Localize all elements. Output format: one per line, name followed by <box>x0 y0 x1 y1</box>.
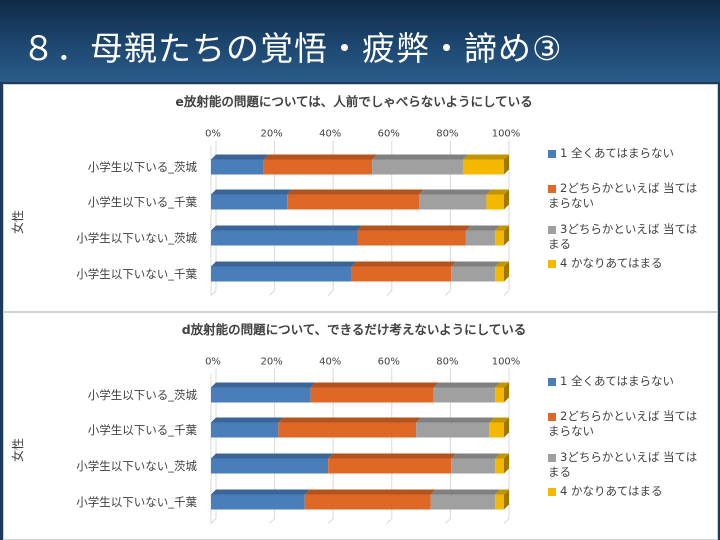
c0-grid-depth-4 <box>445 290 451 296</box>
c1-grid-depth-1 <box>269 518 275 524</box>
c1-x-tick-4: 80% <box>436 357 458 368</box>
c0-bar-s1-c3 <box>211 225 363 246</box>
c0-category-label-3: 小学生以下いない_千葉 <box>76 267 197 281</box>
c0-category-label-1: 小学生以下いる_千葉 <box>88 195 198 209</box>
c0-legend-label-2: 2どちらかといえば 当てはまらない <box>548 181 697 210</box>
c1-bar-s4-c3 <box>495 453 509 474</box>
c1-legend-swatch-3 <box>548 454 556 462</box>
chart-panel-d: d放射能の問題について、できるだけ考えないようにしている 0% 20% 40% 60% 8… <box>3 312 718 540</box>
c0-bar-s2-c4 <box>351 261 457 282</box>
c0-grid-depth-5 <box>503 290 510 296</box>
c1-bar-s3-c2 <box>416 417 495 438</box>
c1-grid-depth-0 <box>210 518 217 524</box>
c1-legend-swatch-2 <box>548 413 556 421</box>
c1-grid-depth-3 <box>386 518 393 524</box>
c1-x-tick-2: 40% <box>319 357 341 368</box>
c1-bar-s2-c1 <box>310 382 439 403</box>
chart-d-svg: d放射能の問題について、できるだけ考えないようにしている 0% 20% 40% 60% 8… <box>10 322 697 524</box>
c1-x-tick-5: 100% <box>492 357 521 368</box>
c0-legend-swatch-1 <box>548 150 556 158</box>
c1-bar-s4-c1 <box>495 382 509 403</box>
c0-legend-swatch-2 <box>548 185 556 193</box>
c0-bar-s4-c1 <box>462 154 509 175</box>
c0-x-tick-2: 40% <box>319 129 341 140</box>
c0-x-tick-3: 60% <box>378 129 400 140</box>
chart-panel-e: e放射能の問題については、人前でしゃべらないようにしている 0% 20% 40% 60%… <box>3 84 718 312</box>
c0-grid-depth-2 <box>327 290 334 296</box>
c0-category-label-2: 小学生以下いない_茨城 <box>76 231 197 245</box>
c0-bar-s1-c1 <box>211 154 269 175</box>
c0-bar-s4-c4 <box>495 261 509 282</box>
slide-header: ８．母親たちの覚悟・疲弊・諦め③ <box>0 0 720 82</box>
c1-legend-label-3: 3どちらかといえば 当てはまる <box>548 450 697 479</box>
c0-bar-s3-c1 <box>372 154 468 175</box>
c0-legend-label-1: 1 全くあてはまらない <box>560 146 674 160</box>
c1-x-tick-3: 60% <box>378 357 400 368</box>
c0-x-tick-5: 100% <box>492 129 521 140</box>
c1-legend-label-2: 2どちらかといえば 当てはまらない <box>548 409 697 438</box>
c0-legend-label-3: 3どちらかといえば 当てはまる <box>548 222 697 251</box>
c0-legend-swatch-3 <box>548 226 556 234</box>
c1-bar-s1-c4 <box>211 489 310 510</box>
c0-bar-s1-c2 <box>211 189 293 210</box>
slide-title: ８．母親たちの覚悟・疲弊・諦め③ <box>22 29 563 68</box>
c0-bar-s3-c2 <box>419 189 492 210</box>
c1-category-label-3: 小学生以下いない_千葉 <box>76 495 197 509</box>
c0-x-tick-4: 80% <box>436 129 458 140</box>
c1-legend-label-4: 4 かなりあてはまる <box>560 484 663 498</box>
c1-chart-title: d放射能の問題について、できるだけ考えないようにしている <box>182 322 527 337</box>
c1-legend-label-1: 1 全くあてはまらない <box>560 374 674 388</box>
c1-category-label-0: 小学生以下いる_茨城 <box>88 388 198 402</box>
c0-legend-label-4: 4 かなりあてはまる <box>560 256 663 270</box>
c1-grid-depth-2 <box>327 518 334 524</box>
c0-bar-s2-c2 <box>287 189 425 210</box>
c0-bar-s3-c4 <box>451 261 501 282</box>
c1-x-tick-1: 20% <box>260 357 282 368</box>
c1-bar-s4-c2 <box>489 417 509 438</box>
c1-x-tick-0: 0% <box>205 357 221 368</box>
c0-grid-depth-1 <box>269 290 275 296</box>
c1-grid-depth-5 <box>503 518 510 524</box>
c0-chart-title: e放射能の問題については、人前でしゃべらないようにしている <box>175 94 532 109</box>
c0-x-tick-1: 20% <box>260 129 282 140</box>
c1-legend-swatch-4 <box>548 488 556 496</box>
c0-grid-depth-3 <box>386 290 393 296</box>
c1-legend-swatch-1 <box>548 378 556 386</box>
c1-bar-s3-c4 <box>430 489 501 510</box>
c1-bar-s4-c4 <box>495 489 509 510</box>
c1-bar-s1-c2 <box>211 417 284 438</box>
c0-legend-swatch-4 <box>548 260 556 268</box>
c1-bar-s2-c3 <box>328 453 457 474</box>
c1-bar-s3-c3 <box>451 453 501 474</box>
chart-e-svg: e放射能の問題については、人前でしゃべらないようにしている 0% 20% 40% 60%… <box>10 94 697 296</box>
c0-y-axis-label: 女性 <box>10 210 25 234</box>
c0-category-label-0: 小学生以下いる_茨城 <box>88 160 198 174</box>
c0-bar-s2-c3 <box>357 225 471 246</box>
c1-category-label-1: 小学生以下いる_千葉 <box>88 423 198 437</box>
c1-bar-s1-c3 <box>211 453 334 474</box>
c0-bar-s4-c2 <box>486 189 509 210</box>
c1-bar-s3-c1 <box>433 382 501 403</box>
c1-bar-s1-c1 <box>211 382 316 403</box>
c1-category-label-2: 小学生以下いない_茨城 <box>76 459 197 473</box>
c0-bar-s4-c3 <box>495 225 509 246</box>
c1-y-axis-label: 女性 <box>10 438 25 462</box>
c0-grid-depth-0 <box>210 290 217 296</box>
c0-bar-s3-c3 <box>465 225 501 246</box>
c1-bar-s2-c2 <box>278 417 422 438</box>
c0-x-tick-0: 0% <box>205 129 221 140</box>
c0-bar-s2-c1 <box>263 154 378 175</box>
c1-grid-depth-4 <box>445 518 451 524</box>
c0-bar-s1-c4 <box>211 261 357 282</box>
c1-bar-s2-c4 <box>304 489 436 510</box>
